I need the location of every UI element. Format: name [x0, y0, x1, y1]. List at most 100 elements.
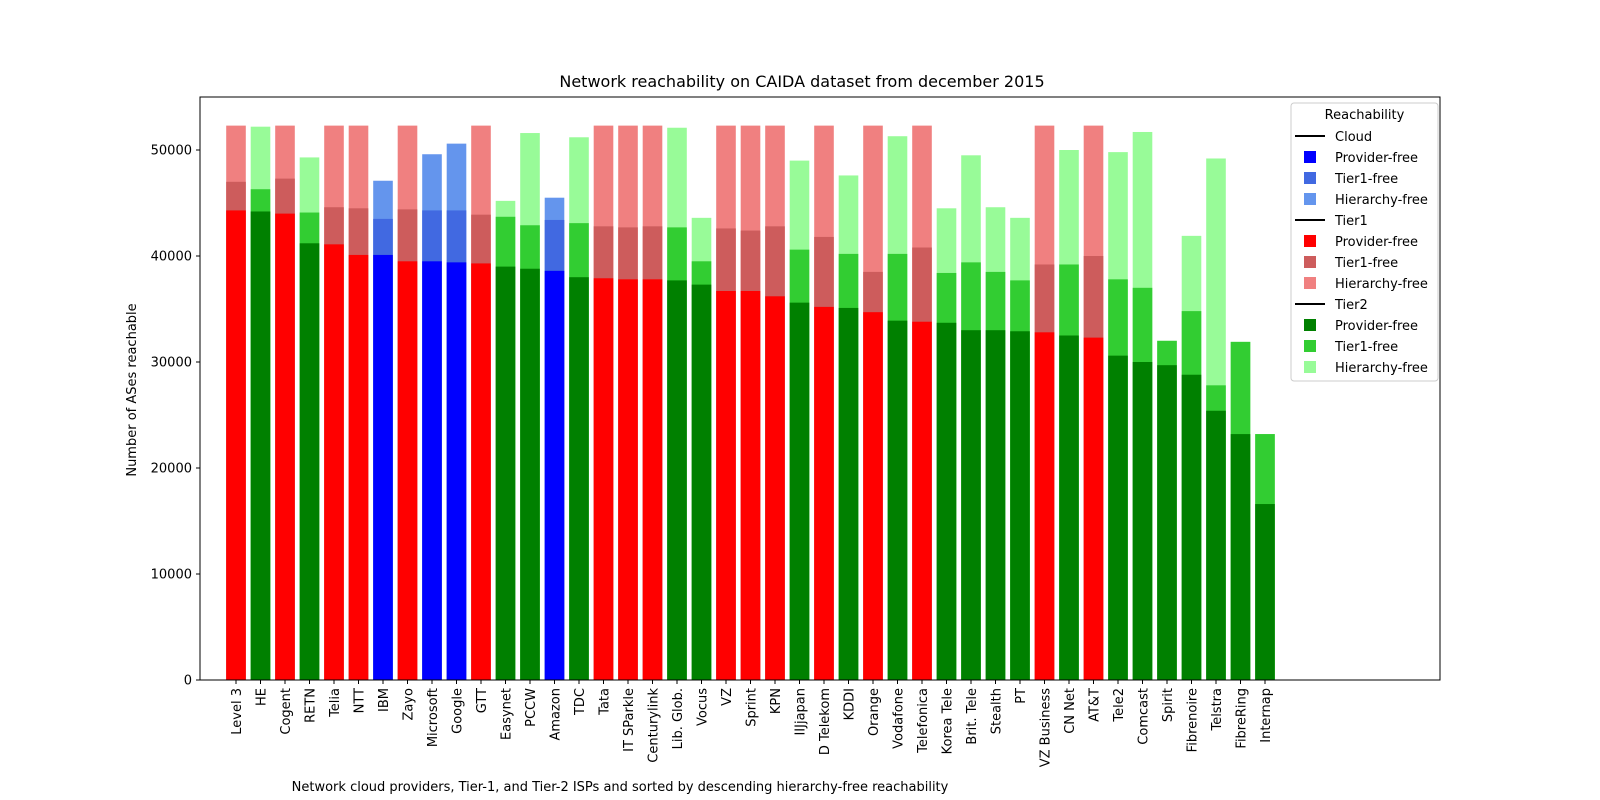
bar-provider-free-36 [1108, 355, 1128, 680]
x-tick-label: Sprint [745, 688, 760, 727]
bar-provider-free-22 [765, 296, 785, 680]
legend-group-label: Cloud [1335, 130, 1372, 145]
bar-provider-free-18 [667, 280, 687, 680]
x-tick-label: RETN [304, 688, 319, 723]
x-tick-label: Telstra [1210, 688, 1225, 732]
legend-swatch [1304, 277, 1316, 289]
bar-provider-free-27 [887, 320, 908, 680]
x-tick-label: Internap [1259, 688, 1274, 743]
x-tick-label: Level 3 [230, 688, 245, 735]
legend-box [1290, 102, 1439, 382]
bar-provider-free-32 [1010, 331, 1030, 680]
x-tick-label: IBM [377, 688, 392, 712]
x-tick-label: Google [451, 688, 466, 734]
x-tick-label: KPN [769, 688, 784, 714]
x-tick-label: Vocus [696, 688, 711, 726]
x-tick-label: FibreRing [1235, 688, 1250, 749]
x-tick-label: Tele2 [1112, 688, 1127, 723]
bar-provider-free-3 [299, 243, 320, 680]
bars [226, 125, 1275, 681]
bar-provider-free-15 [593, 278, 614, 680]
legend-group-label: Tier2 [1334, 298, 1368, 313]
x-tick-label: IIJjapan [794, 688, 809, 736]
x-tick-label: D Telekom [818, 688, 833, 755]
legend-swatch [1304, 340, 1316, 352]
x-tick-label: Microsoft [426, 688, 441, 747]
bar-provider-free-24 [814, 306, 834, 680]
bar-provider-free-26 [863, 312, 883, 680]
bar-provider-free-23 [789, 302, 810, 680]
bar-provider-free-16 [618, 279, 638, 680]
legend-entry-label: Provider-free [1335, 235, 1418, 250]
legend-group-label: Tier1 [1334, 214, 1368, 229]
legend-entry-label: Provider-free [1335, 151, 1418, 166]
bar-provider-free-5 [348, 254, 369, 680]
x-tick-label: Telefonica [916, 688, 931, 754]
y-tick-label: 40000 [151, 250, 192, 265]
bar-provider-free-20 [716, 290, 736, 680]
bar-provider-free-28 [912, 321, 932, 680]
x-tick-label: Comcast [1137, 688, 1152, 745]
bar-provider-free-8 [422, 261, 442, 680]
x-tick-label: HE [255, 688, 270, 706]
bar-provider-free-30 [961, 330, 981, 680]
x-tick-label: Fibrenoire [1186, 688, 1201, 752]
x-tick-label: Easynet [500, 688, 515, 740]
bar-provider-free-21 [740, 290, 761, 680]
x-tick-label: GTT [475, 688, 490, 713]
bar-provider-free-11 [495, 266, 516, 680]
legend-entry-label: Tier1-free [1334, 256, 1398, 271]
x-axis-label: Network cloud providers, Tier-1, and Tie… [292, 780, 949, 795]
legend-entry-label: Provider-free [1335, 319, 1418, 334]
x-tick-label: IT SParkle [622, 688, 637, 752]
legend-entry-label: Tier1-free [1334, 172, 1398, 187]
legend-entry-label: Hierarchy-free [1335, 277, 1428, 292]
x-tick-label: KDDI [843, 688, 858, 720]
bar-provider-free-31 [985, 330, 1006, 680]
bar-provider-free-6 [373, 254, 393, 680]
x-tick-label: PT [1014, 688, 1029, 704]
x-tick-label: Cogent [279, 688, 294, 735]
y-tick-label: 0 [184, 674, 192, 689]
x-tick-label: Spirit [1161, 688, 1176, 722]
bar-provider-free-7 [397, 261, 418, 680]
y-tick-label: 20000 [151, 462, 192, 477]
bar-provider-free-25 [838, 307, 859, 680]
x-tick-label: Brit. Tele [965, 688, 980, 745]
bar-provider-free-14 [569, 277, 589, 680]
x-tick-label: VZ Business [1039, 688, 1054, 767]
x-tick-label: Lib. Glob. [671, 688, 686, 749]
bar-provider-free-34 [1059, 335, 1079, 680]
bar-provider-free-10 [471, 263, 491, 680]
x-ticks: Level 3 HE Cogent RETN Telia NTT IBM Zayo Micros… [230, 680, 1274, 767]
y-tick-label: 10000 [151, 568, 192, 583]
bar-provider-free-17 [642, 279, 663, 680]
legend-swatch [1304, 256, 1316, 268]
legend-entry-label: Tier1-free [1334, 340, 1398, 355]
bar-provider-free-19 [691, 284, 712, 680]
x-tick-label: VZ [720, 688, 735, 706]
bar-provider-free-9 [446, 262, 467, 680]
bar-provider-free-13 [544, 270, 565, 680]
bar-provider-free-12 [520, 268, 540, 680]
x-tick-label: Korea Tele [941, 688, 956, 754]
legend-swatch [1304, 151, 1316, 163]
bar-provider-free-29 [936, 322, 957, 680]
x-tick-label: CN Net [1063, 688, 1078, 734]
bar-provider-free-38 [1157, 365, 1177, 680]
bar-provider-free-37 [1132, 362, 1153, 680]
x-tick-label: NTT [353, 688, 368, 713]
bar-provider-free-2 [275, 213, 295, 680]
chart-title: Network reachability on CAIDA dataset fr… [559, 72, 1044, 91]
legend-entry-label: Hierarchy-free [1335, 361, 1428, 376]
legend-swatch [1304, 235, 1316, 247]
bar-provider-free-4 [324, 244, 344, 680]
plot-frame [199, 96, 1441, 681]
legend-swatch [1304, 319, 1316, 331]
bar-provider-free-1 [250, 211, 271, 681]
bar-provider-free-35 [1083, 337, 1104, 680]
legend-entry-label: Hierarchy-free [1335, 193, 1428, 208]
y-axis-label: Number of ASes reachable [125, 303, 140, 476]
y-ticks: 0 10000 20000 30000 40000 50000 [151, 144, 200, 689]
